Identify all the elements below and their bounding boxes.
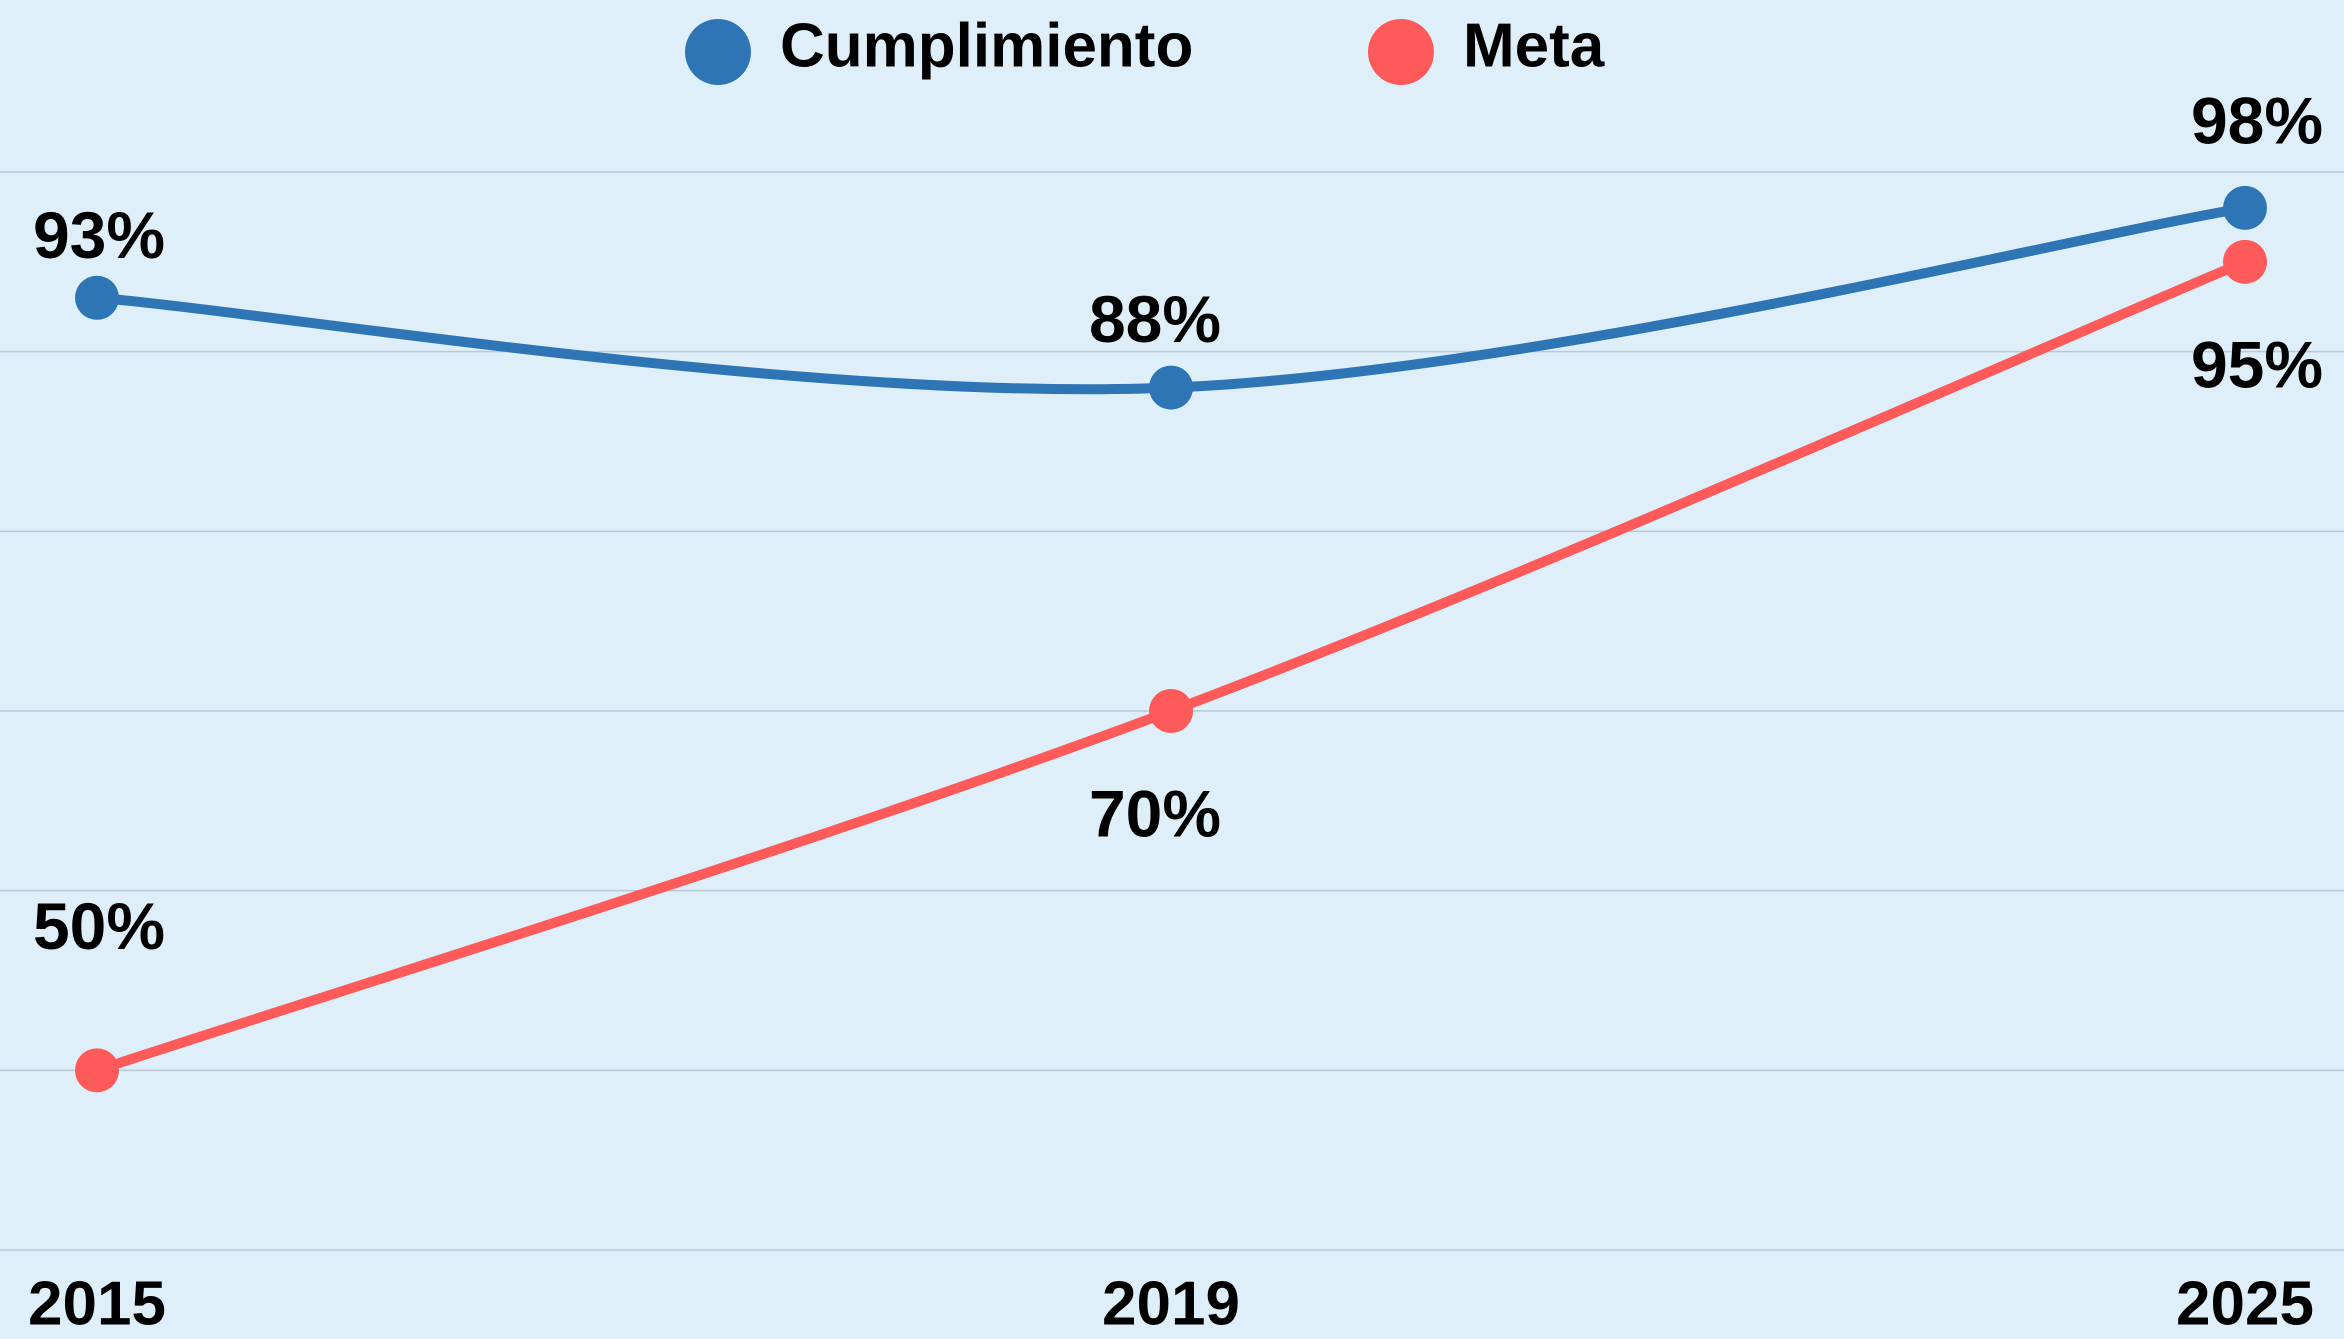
data-label: 70% bbox=[1089, 776, 1221, 850]
legend-marker bbox=[1368, 19, 1434, 85]
data-point bbox=[1149, 689, 1193, 733]
data-point bbox=[2223, 239, 2267, 284]
data-point bbox=[1149, 365, 1193, 410]
data-label: 50% bbox=[33, 889, 165, 963]
data-point bbox=[75, 1048, 119, 1093]
data-point bbox=[75, 275, 119, 320]
data-point bbox=[2223, 185, 2267, 230]
data-label: 93% bbox=[33, 198, 165, 272]
data-label: 88% bbox=[1089, 282, 1221, 356]
legend-marker bbox=[685, 19, 751, 85]
legend-label: Cumplimiento bbox=[780, 11, 1193, 80]
x-tick-label: 2019 bbox=[1102, 1269, 1240, 1338]
x-tick-label: 2015 bbox=[28, 1269, 166, 1338]
data-label: 95% bbox=[2191, 327, 2323, 401]
data-label: 98% bbox=[2191, 83, 2323, 157]
legend-label: Meta bbox=[1463, 11, 1605, 80]
x-tick-label: 2025 bbox=[2176, 1269, 2314, 1338]
